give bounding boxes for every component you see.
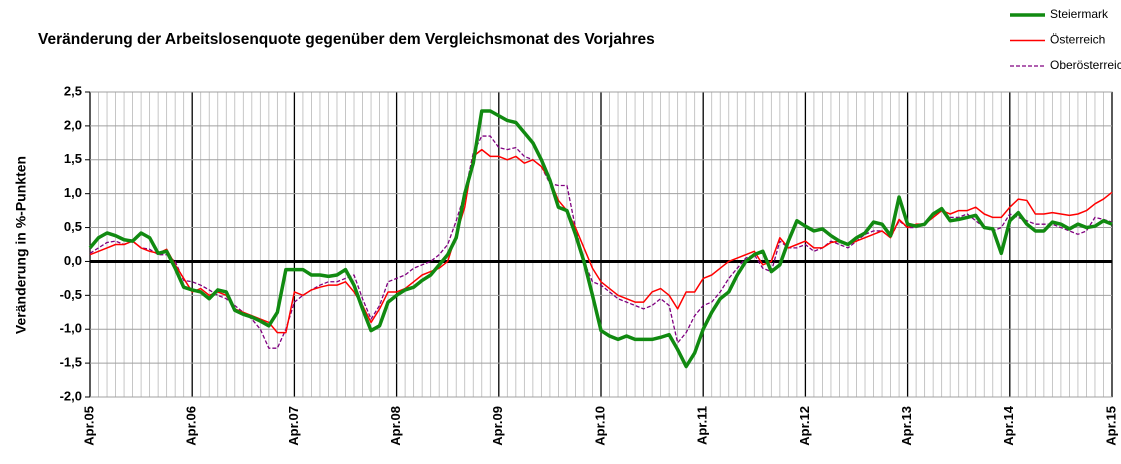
x-tick-label: Apr.09 [490, 406, 505, 446]
x-tick-label: Apr.05 [81, 406, 96, 446]
x-tick-label: Apr.11 [695, 406, 710, 445]
x-tick-label: Apr.14 [1001, 405, 1016, 446]
chart-title: Veränderung der Arbeitslosenquote gegenü… [38, 31, 655, 48]
x-tick-label: Apr.08 [388, 406, 403, 446]
legend-label: Steiermark [1050, 7, 1109, 21]
x-tick-label: Apr.07 [286, 406, 301, 446]
y-tick-label: 0,0 [64, 253, 82, 268]
x-tick-label: Apr.13 [899, 406, 914, 446]
x-tick-label: Apr.15 [1103, 406, 1118, 446]
y-tick-label: 2,0 [64, 117, 82, 132]
legend-label: Österreich [1050, 33, 1105, 47]
y-tick-label: -1,5 [60, 355, 82, 370]
x-tick-label: Apr.12 [797, 406, 812, 446]
x-tick-label: Apr.10 [592, 406, 607, 446]
y-tick-label: -2,0 [60, 388, 82, 403]
series-line [88, 109, 1113, 369]
y-tick-label: -0,5 [60, 287, 82, 302]
y-tick-label: 2,5 [64, 83, 82, 98]
y-tick-label: -1,0 [60, 321, 82, 336]
legend-label: Oberösterreich [1050, 58, 1121, 72]
y-tick-label: 0,5 [64, 219, 82, 234]
y-axis-title: Veränderung in %-Punkten [13, 156, 29, 334]
y-tick-label: 1,0 [64, 185, 82, 200]
y-tick-label: 1,5 [64, 151, 82, 166]
x-tick-label: Apr.06 [184, 406, 199, 446]
